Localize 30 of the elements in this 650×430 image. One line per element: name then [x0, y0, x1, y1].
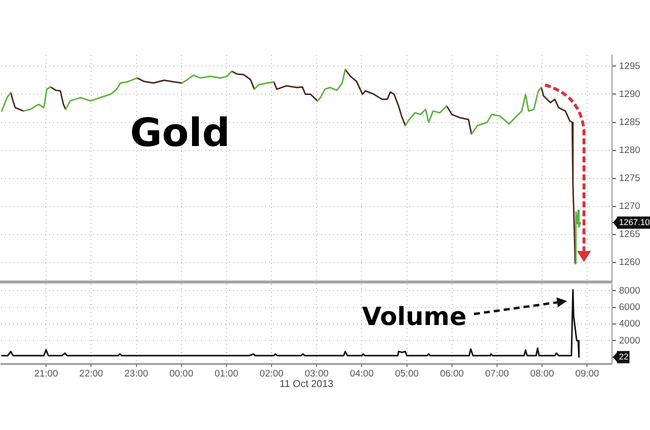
x-tick-label: 23:00: [124, 368, 148, 380]
x-tick-label: 08:00: [530, 368, 554, 380]
y-tick-label: 8000: [619, 285, 640, 296]
x-tick-label: 09:00: [575, 368, 600, 380]
x-tick-label: 05:00: [394, 368, 419, 380]
x-tick-label: 07:00: [485, 368, 509, 380]
y-tick-label: 4000: [619, 318, 640, 330]
y-tick-label: 1270: [619, 200, 640, 212]
x-tick-label: 03:00: [304, 368, 329, 380]
y-tick-label: 1280: [619, 144, 640, 156]
y-tick-label: 1295: [619, 60, 640, 72]
x-tick-label: 04:00: [350, 368, 374, 380]
x-tick-label: 22:00: [79, 368, 104, 380]
y-tick-label: 22: [619, 351, 629, 362]
y-tick-label: 2000: [619, 335, 640, 346]
text: Gold: [130, 111, 230, 156]
y-tick-label: 1275: [619, 172, 640, 184]
y-tick-label: 1260: [619, 257, 640, 268]
x-tick-label: 02:00: [260, 368, 284, 380]
x-tick-label: 21:00: [34, 368, 58, 380]
y-tick-label: 1290: [619, 88, 640, 100]
y-tick-label: 1267.10: [619, 216, 650, 227]
text: 11 Oct 2013: [280, 378, 334, 390]
y-tick-label: 1285: [619, 116, 640, 128]
y-tick-label: 6000: [619, 302, 640, 313]
x-tick-label: 01:00: [214, 368, 238, 380]
y-tick-label: 1265: [619, 228, 640, 240]
x-tick-label: 06:00: [440, 368, 464, 380]
x-tick-label: 00:00: [169, 368, 194, 380]
text: Volume: [362, 302, 467, 331]
